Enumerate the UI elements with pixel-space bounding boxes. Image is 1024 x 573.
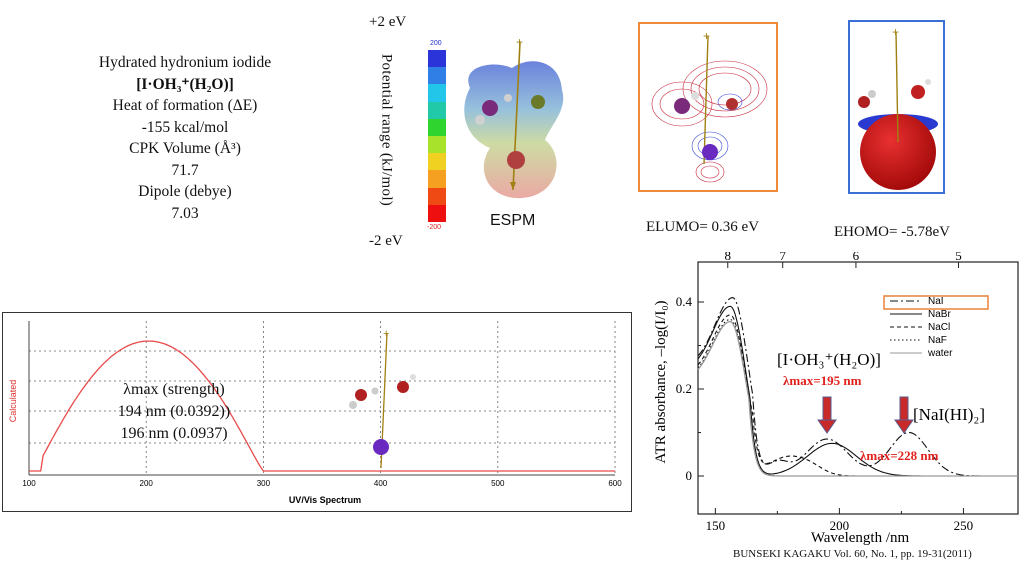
legend-highlight [883, 295, 989, 310]
lumo-image-frame: + [638, 22, 778, 192]
atr-curve-nai [697, 297, 1018, 477]
atr-x-tick: 150 [706, 518, 726, 533]
uv-tick-label: 300 [257, 479, 271, 488]
uv-tick-label: 100 [22, 479, 36, 488]
atr-annot-formula: [I·OH₃⁺(H₂O)] [777, 350, 881, 369]
color-scale-segment [428, 187, 446, 205]
legend-label: NaF [928, 335, 947, 346]
lumo-orbital-image: + [651, 29, 768, 183]
atr-annot-lmax1: λmax=195 nm [783, 373, 862, 388]
uv-text-2: 194 nm (0.0392)) [117, 403, 231, 420]
espm-label: ESPM [490, 212, 536, 229]
heat-label: Heat of formation (ΔE) [112, 97, 258, 114]
legend-label: NaI [928, 296, 944, 307]
atr-y-tick: 0.2 [676, 381, 692, 396]
compound-title: Hydrated hydronium iodide [98, 54, 272, 71]
homo-image-frame: + [848, 20, 945, 194]
uv-tick-label: 500 [491, 479, 505, 488]
atr-annot-nai: [NaI(HI)₂] [913, 405, 985, 424]
espm-top-ev: +2 eV [369, 14, 407, 30]
atr-top-tick: 8 [725, 252, 732, 263]
color-scale-segment [428, 101, 446, 119]
arrow-228 [894, 396, 914, 434]
color-scale-segment [428, 84, 446, 102]
legend-label: NaBr [928, 309, 951, 320]
elumo-label: ELUMO= 0.36 eV [646, 219, 760, 235]
atr-annot-lmax2: λmax=228 nm [860, 448, 939, 463]
svg-text:+: + [892, 25, 899, 39]
atr-x-tick: 250 [954, 518, 974, 533]
heat-value: -155 kcal/mol [141, 118, 229, 136]
legend-label: NaCl [928, 322, 950, 333]
atr-top-tick: 7 [779, 252, 786, 263]
atr-chart: 150 200 250 8 7 6 5 0.4 0.2 0 NaI NaBr NaCl NaF water… [653, 252, 1019, 546]
atr-curve-nabr [697, 305, 1018, 477]
uv-ylabel: Calculated [8, 380, 18, 423]
uv-tick-label: 200 [140, 479, 154, 488]
uv-spectrum-panel: 100 200 300 400 500 600 Calculated UV/Vis Spe… [2, 312, 632, 512]
citation: BUNSEKI KAGAKU Vol. 60, No. 1, pp. 19-31… [733, 548, 972, 560]
atr-top-tick: 6 [853, 252, 860, 263]
svg-text:+: + [383, 328, 389, 340]
uv-curve [29, 340, 615, 472]
uv-spectrum-chart: 100 200 300 400 500 600 Calculated UV/Vis Spe… [8, 321, 622, 505]
espm-bottom-ev: -2 eV [369, 233, 403, 249]
espm-axis-label: Potential range (kJ/mol) [378, 53, 395, 207]
color-scale-segment [428, 135, 446, 154]
homo-orbital-image: + [858, 25, 938, 190]
uv-text-3: 196 nm (0.0937) [120, 425, 228, 442]
ehomo-label: EHOMO= -5.78eV [834, 224, 950, 240]
compound-formula: [I·OH₃⁺(H₂O)] [136, 75, 234, 93]
uv-lambda-text: λmax (strength) 194 nm (0.0392)) 196 nm … [99, 379, 249, 445]
cpk-value: 71.7 [171, 161, 199, 179]
scale-max-label: 200 [430, 40, 442, 47]
legend-label: water [927, 348, 953, 359]
dipole-value: 7.03 [171, 204, 199, 222]
svg-text:+: + [516, 35, 523, 49]
atr-curve-water [697, 320, 1018, 477]
color-scale-segment [428, 204, 446, 222]
color-scale-segment [428, 170, 446, 188]
scale-min-label: -200 [427, 224, 442, 231]
cpk-label: CPK Volume (Å³) [129, 140, 241, 157]
color-scale-segment [428, 118, 446, 136]
atr-top-tick: 5 [955, 252, 962, 263]
color-scale-segment [428, 67, 446, 85]
atr-curve-nacl [697, 314, 1018, 477]
uv-tick-label: 400 [374, 479, 388, 488]
atr-ylabel: ATR absorbance, –log(I/I₀) [653, 300, 669, 463]
compound-info: Hydrated hydronium iodide [I·OH₃⁺(H₂O)] … [60, 52, 310, 224]
dipole-label: Dipole (debye) [138, 183, 232, 200]
color-scale-segment [428, 153, 446, 171]
color-scale-segment [428, 50, 446, 68]
color-scale-bar [428, 50, 446, 222]
uv-tick-label: 600 [608, 479, 622, 488]
arrow-195 [817, 396, 837, 434]
atr-xlabel: Wavelength /nm [811, 530, 910, 546]
atr-x-tick: 200 [830, 518, 850, 533]
uv-text-1: λmax (strength) [123, 381, 225, 398]
uv-xlabel: UV/Vis Spectrum [289, 495, 361, 505]
svg-text:+: + [703, 29, 710, 43]
atr-curve-naf [697, 318, 1018, 477]
espm-surface-image: + [464, 35, 564, 199]
atr-y-tick: 0.4 [676, 294, 693, 309]
atr-y-tick: 0 [686, 468, 693, 483]
